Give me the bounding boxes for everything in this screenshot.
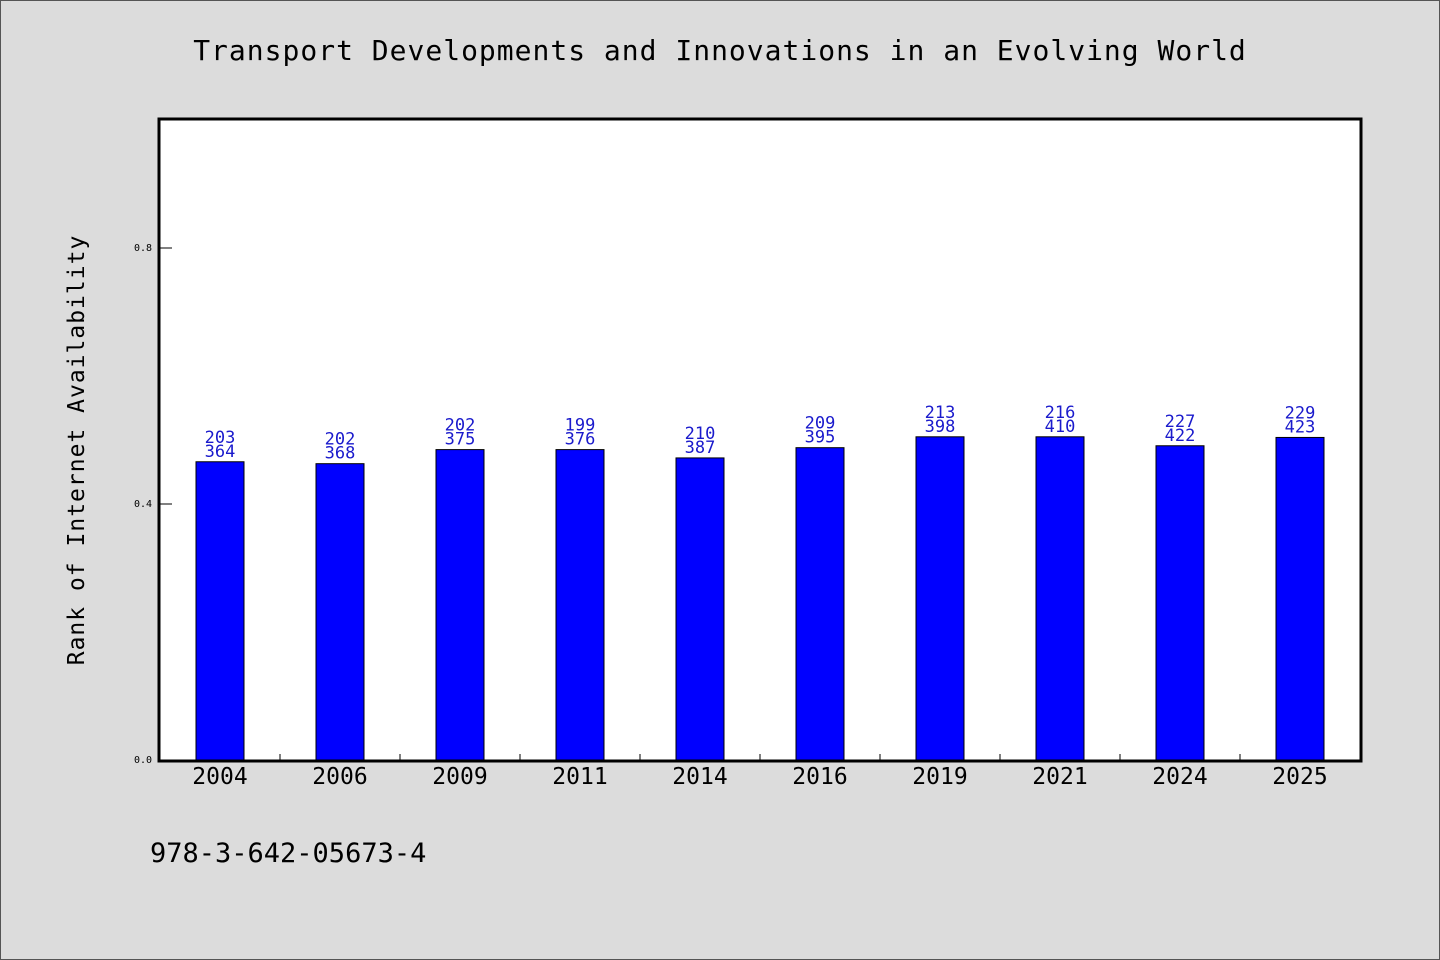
x-tick-label-2025: 2025 xyxy=(1272,764,1327,790)
x-axis-ticks: 2004 2006 2009 2011 2014 2016 2019 2021 2024 2025 xyxy=(192,754,1328,790)
data-label-bottom-2016: 395 xyxy=(805,428,836,448)
data-label-bottom-2019: 398 xyxy=(925,417,956,437)
bar-2021 xyxy=(1035,436,1085,761)
bar-2004 xyxy=(195,461,245,761)
y-tick-label: 0.4 xyxy=(134,499,152,510)
data-label-bottom-2021: 410 xyxy=(1045,417,1076,437)
y-tick-label: 0.0 xyxy=(134,755,152,766)
data-label-top-2009: 202 xyxy=(445,416,476,436)
data-label-bottom-2009: 375 xyxy=(445,430,476,450)
data-label-top-2024: 227 xyxy=(1165,412,1196,432)
x-tick-label-2006: 2006 xyxy=(312,764,367,790)
data-label-top-2016: 209 xyxy=(805,414,836,434)
data-label-bottom-2004: 364 xyxy=(205,442,236,462)
bar-2006 xyxy=(315,463,365,761)
data-label-bottom-2025: 423 xyxy=(1285,417,1316,437)
data-label-top-2019: 213 xyxy=(925,403,956,423)
x-tick-label-2021: 2021 xyxy=(1032,764,1087,790)
data-label-top-2011: 199 xyxy=(565,416,596,436)
data-label-bottom-2024: 422 xyxy=(1165,426,1196,446)
x-tick-label-2009: 2009 xyxy=(432,764,487,790)
data-label-top-2004: 203 xyxy=(205,428,236,448)
x-tick-label-2004: 2004 xyxy=(192,764,247,790)
bars-group xyxy=(195,436,1325,761)
y-tick-label: 0.8 xyxy=(134,243,152,254)
data-label-top-2006: 202 xyxy=(325,430,356,450)
bar-2016 xyxy=(795,447,845,761)
data-label-top-2025: 229 xyxy=(1285,403,1316,423)
data-label-top-2014: 210 xyxy=(685,424,716,444)
data-label-bottom-2006: 368 xyxy=(325,444,356,464)
y-axis-ticks: 0.0 0.4 0.8 xyxy=(134,243,172,766)
x-tick-label-2019: 2019 xyxy=(912,764,967,790)
x-tick-label-2014: 2014 xyxy=(672,764,727,790)
x-tick-label-2016: 2016 xyxy=(792,764,847,790)
data-label-bottom-2014: 387 xyxy=(685,438,716,458)
bar-2011 xyxy=(555,449,605,761)
x-tick-label-2024: 2024 xyxy=(1152,764,1207,790)
bar-2014 xyxy=(675,457,725,761)
chart-title: Transport Developments and Innovations i… xyxy=(193,34,1247,67)
isbn-footer: 978-3-642-05673-4 xyxy=(150,838,426,869)
data-label-bottom-2011: 376 xyxy=(565,430,596,450)
bar-2009 xyxy=(435,449,485,761)
bar-2019 xyxy=(915,436,965,761)
bar-2024 xyxy=(1155,445,1205,761)
x-tick-label-2011: 2011 xyxy=(552,764,607,790)
y-axis-label: Rank of Internet Availability xyxy=(64,235,90,666)
data-label-top-2021: 216 xyxy=(1045,403,1076,423)
bar-2025 xyxy=(1275,436,1325,761)
